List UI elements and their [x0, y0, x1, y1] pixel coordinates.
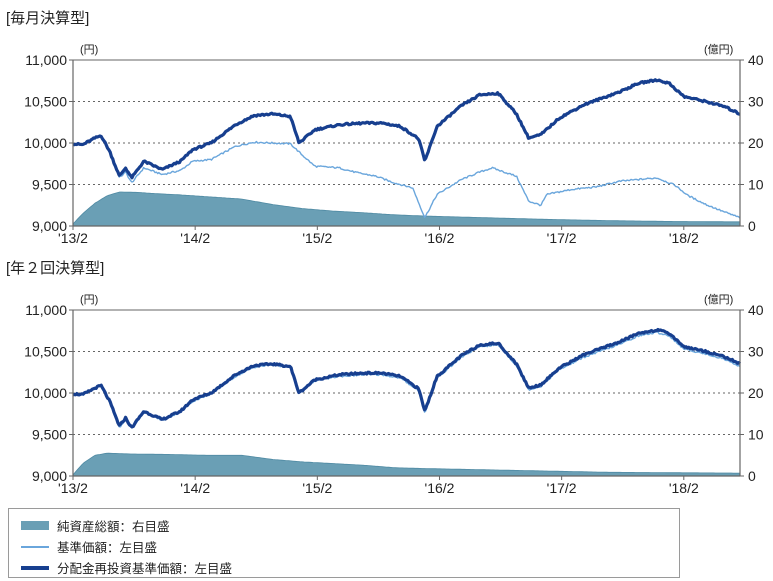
y-right-tick-label: 30: [748, 344, 764, 360]
y-left-tick-label: 10,000: [24, 135, 67, 151]
y-left-tick-label: 10,500: [24, 94, 67, 110]
legend-item-reinvested: 分配金再投資基準価額：左目盛: [21, 558, 232, 577]
legend-label-base-price: 基準価額：左目盛: [57, 541, 158, 555]
chart-title: [年２回決算型]: [6, 259, 104, 277]
y-right-tick-label: 20: [748, 385, 764, 401]
legend-swatch-thin-line: [21, 545, 49, 548]
legend-label-reinvested: 分配金再投資基準価額：左目盛: [57, 562, 233, 576]
y-left-tick-label: 9,000: [32, 468, 67, 484]
legend-swatch-thick-line: [21, 565, 49, 570]
y-right-tick-label: 10: [748, 177, 764, 193]
x-tick-label: '16/2: [425, 230, 455, 246]
x-tick-label: '14/2: [180, 480, 210, 496]
x-tick-label: '13/2: [58, 230, 88, 246]
x-tick-label: '13/2: [58, 480, 88, 496]
y-left-unit: (円): [80, 44, 98, 56]
x-tick-label: '14/2: [180, 230, 210, 246]
y-right-tick-label: 10: [748, 427, 764, 443]
legend-item-base-price: 基準価額：左目盛: [21, 537, 157, 556]
chart-panel-1: [毎月決算型] (円) (億円) 9,000 9,500 10,000 10,500 11,0…: [6, 9, 764, 246]
x-tick-label: '15/2: [302, 230, 332, 246]
y-right-tick-label: 20: [748, 135, 764, 151]
x-tick-label: '17/2: [547, 230, 577, 246]
legend-swatch-area: [21, 521, 49, 530]
y-left-tick-label: 11,000: [25, 52, 67, 68]
y-right-tick-label: 40: [748, 52, 764, 68]
net-assets-area: [72, 191, 741, 227]
y-left-unit: (円): [80, 294, 98, 306]
reinvested-price-line: [72, 78, 741, 180]
y-right-tick-label: 40: [748, 302, 764, 318]
legend-item-net-assets: 純資産総額：右目盛: [21, 516, 170, 535]
base-price-line: [72, 134, 741, 219]
chart-title: [毎月決算型]: [6, 9, 89, 27]
x-tick-label: '15/2: [302, 480, 332, 496]
x-tick-label: '18/2: [669, 230, 699, 246]
x-tick-label: '16/2: [425, 480, 455, 496]
y-left-tick-label: 11,000: [25, 302, 67, 318]
net-assets-area: [72, 452, 741, 477]
y-left-tick-label: 9,000: [32, 218, 67, 234]
y-left-tick-label: 9,500: [32, 427, 67, 443]
y-left-tick-label: 10,000: [24, 385, 67, 401]
chart-panel-2: [年２回決算型] (円) (億円) 9,000 9,500 10,000 10,500 11,…: [6, 259, 764, 496]
legend: 純資産総額：右目盛 基準価額：左目盛 分配金再投資基準価額：左目盛: [8, 508, 680, 578]
y-left-tick-label: 10,500: [24, 344, 67, 360]
reinvested-price-line: [72, 327, 742, 429]
y-right-tick-label: 30: [748, 94, 764, 110]
y-right-tick-label: 0: [748, 218, 756, 234]
y-right-unit: (億円): [704, 43, 733, 56]
y-right-unit: (億円): [704, 293, 733, 306]
x-tick-label: '17/2: [547, 480, 577, 496]
legend-label-net-assets: 純資産総額：右目盛: [57, 520, 170, 534]
y-left-tick-label: 9,500: [32, 177, 67, 193]
y-right-tick-label: 0: [748, 468, 756, 484]
x-tick-label: '18/2: [669, 480, 699, 496]
